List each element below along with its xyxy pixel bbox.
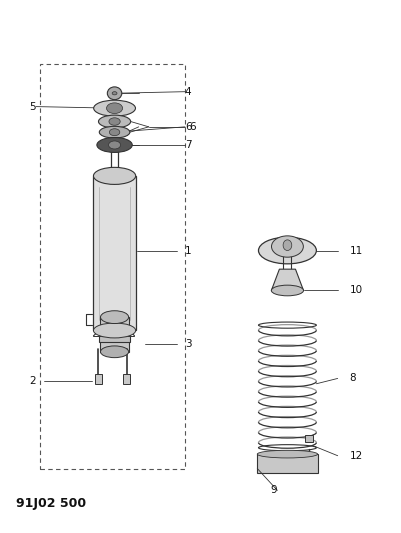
Ellipse shape bbox=[93, 167, 136, 184]
Text: 5: 5 bbox=[30, 102, 36, 111]
Text: 11: 11 bbox=[349, 246, 362, 255]
Text: 10: 10 bbox=[349, 286, 362, 295]
Bar bbox=[257, 454, 317, 473]
Ellipse shape bbox=[93, 100, 135, 116]
Text: 4: 4 bbox=[184, 87, 191, 96]
Ellipse shape bbox=[100, 311, 128, 324]
Text: 6: 6 bbox=[188, 122, 195, 132]
Ellipse shape bbox=[109, 118, 120, 125]
Text: 3: 3 bbox=[184, 339, 191, 349]
Polygon shape bbox=[271, 269, 303, 290]
Ellipse shape bbox=[107, 87, 122, 100]
Bar bbox=[123, 374, 130, 384]
Bar bbox=[40, 64, 184, 469]
Bar bbox=[99, 330, 129, 342]
Bar bbox=[93, 176, 135, 330]
Text: 1: 1 bbox=[184, 246, 191, 255]
Text: 2: 2 bbox=[30, 376, 36, 386]
Text: 12: 12 bbox=[349, 451, 362, 461]
Ellipse shape bbox=[108, 141, 120, 149]
Ellipse shape bbox=[93, 323, 136, 338]
Bar bbox=[304, 435, 312, 442]
Ellipse shape bbox=[109, 129, 119, 136]
Text: 8: 8 bbox=[349, 374, 355, 383]
Text: 9: 9 bbox=[269, 486, 276, 495]
Ellipse shape bbox=[106, 103, 122, 114]
Ellipse shape bbox=[112, 92, 117, 95]
Ellipse shape bbox=[97, 138, 132, 152]
Text: 7: 7 bbox=[184, 140, 191, 150]
Bar bbox=[95, 374, 101, 384]
Text: 91J02 500: 91J02 500 bbox=[16, 497, 86, 510]
Bar bbox=[100, 317, 128, 352]
Ellipse shape bbox=[258, 237, 316, 264]
Ellipse shape bbox=[99, 126, 130, 138]
Ellipse shape bbox=[282, 240, 291, 251]
Ellipse shape bbox=[271, 236, 303, 257]
Ellipse shape bbox=[100, 346, 128, 358]
Ellipse shape bbox=[271, 285, 303, 296]
Ellipse shape bbox=[98, 115, 130, 128]
Ellipse shape bbox=[257, 450, 317, 458]
Text: 6: 6 bbox=[184, 122, 191, 132]
